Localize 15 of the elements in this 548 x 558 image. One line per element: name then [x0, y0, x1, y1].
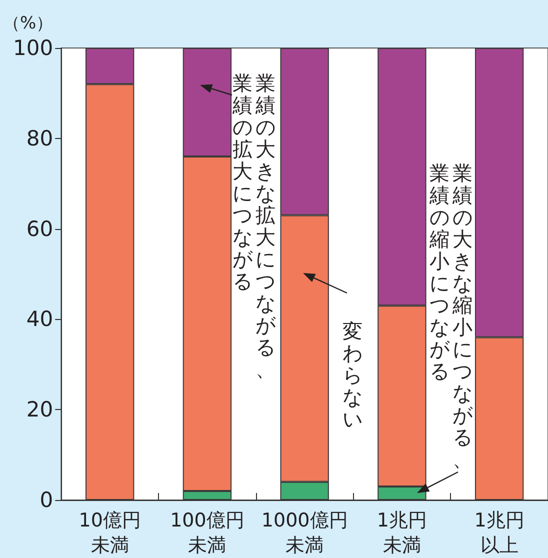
- y-tick-label: 100: [13, 36, 54, 60]
- text: 業績の大きな拡大につながる、業績の拡大につながる: [232, 71, 276, 381]
- x-tick-label: 1兆円以上: [474, 510, 524, 556]
- y-tick-label: 80: [26, 126, 54, 150]
- y-axis-title: （%）: [2, 14, 54, 34]
- y-tick-label: 60: [26, 216, 54, 241]
- x-tick-label: 1兆円未満: [376, 510, 427, 556]
- x-tick-label: 10億円未満: [78, 510, 141, 556]
- series-label: 変わらない: [342, 319, 364, 431]
- x-tick-label: 1000億円未満: [261, 510, 348, 556]
- y-tick-label: 0: [40, 488, 54, 512]
- x-tick-label: 100億円未満: [170, 510, 244, 556]
- text: 業績の大きな縮小につながる、業績の縮小につながる: [430, 161, 472, 471]
- y-tick-label: 20: [26, 398, 54, 422]
- y-tick-label: 40: [26, 307, 54, 332]
